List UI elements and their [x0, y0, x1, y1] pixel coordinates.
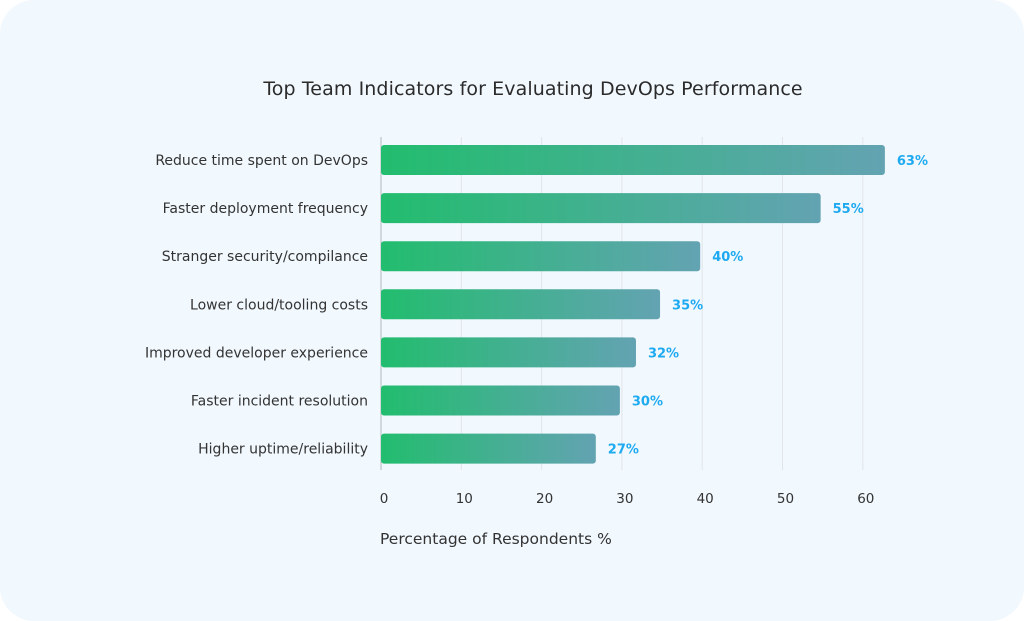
x-tick-label: 50	[777, 491, 794, 507]
category-label: Faster incident resolution	[191, 394, 368, 410]
bar	[381, 433, 596, 464]
bar	[381, 385, 620, 416]
bar	[381, 289, 661, 320]
category-label: Reduce time spent on DevOps	[155, 153, 368, 169]
category-label: Faster deployment frequency	[163, 201, 368, 217]
data-label: 30%	[632, 395, 663, 410]
category-label: Improved developer experience	[145, 345, 368, 361]
x-tick-label: 60	[857, 491, 874, 507]
x-tick-label: 10	[456, 491, 473, 507]
chart-title: Top Team Indicators for Evaluating DevOp…	[263, 78, 803, 100]
category-label: Higher uptime/reliability	[198, 442, 368, 458]
bar	[381, 337, 636, 368]
category-label: Stranger security/compilance	[162, 249, 368, 265]
data-label: 35%	[672, 298, 703, 313]
x-tick-label: 0	[380, 491, 389, 507]
x-tick-label: 20	[536, 491, 553, 507]
data-label: 40%	[712, 250, 743, 265]
bar	[381, 241, 701, 272]
data-label: 55%	[833, 202, 864, 217]
bar	[381, 145, 885, 175]
x-tick-label: 30	[616, 491, 633, 507]
category-label: Lower cloud/tooling costs	[190, 297, 368, 313]
data-label: 32%	[648, 346, 679, 361]
x-axis-label: Percentage of Respondents %	[380, 530, 612, 548]
data-label: 63%	[897, 154, 928, 169]
data-label: 27%	[608, 443, 639, 458]
x-tick-label: 40	[697, 491, 714, 507]
bar	[381, 193, 821, 224]
